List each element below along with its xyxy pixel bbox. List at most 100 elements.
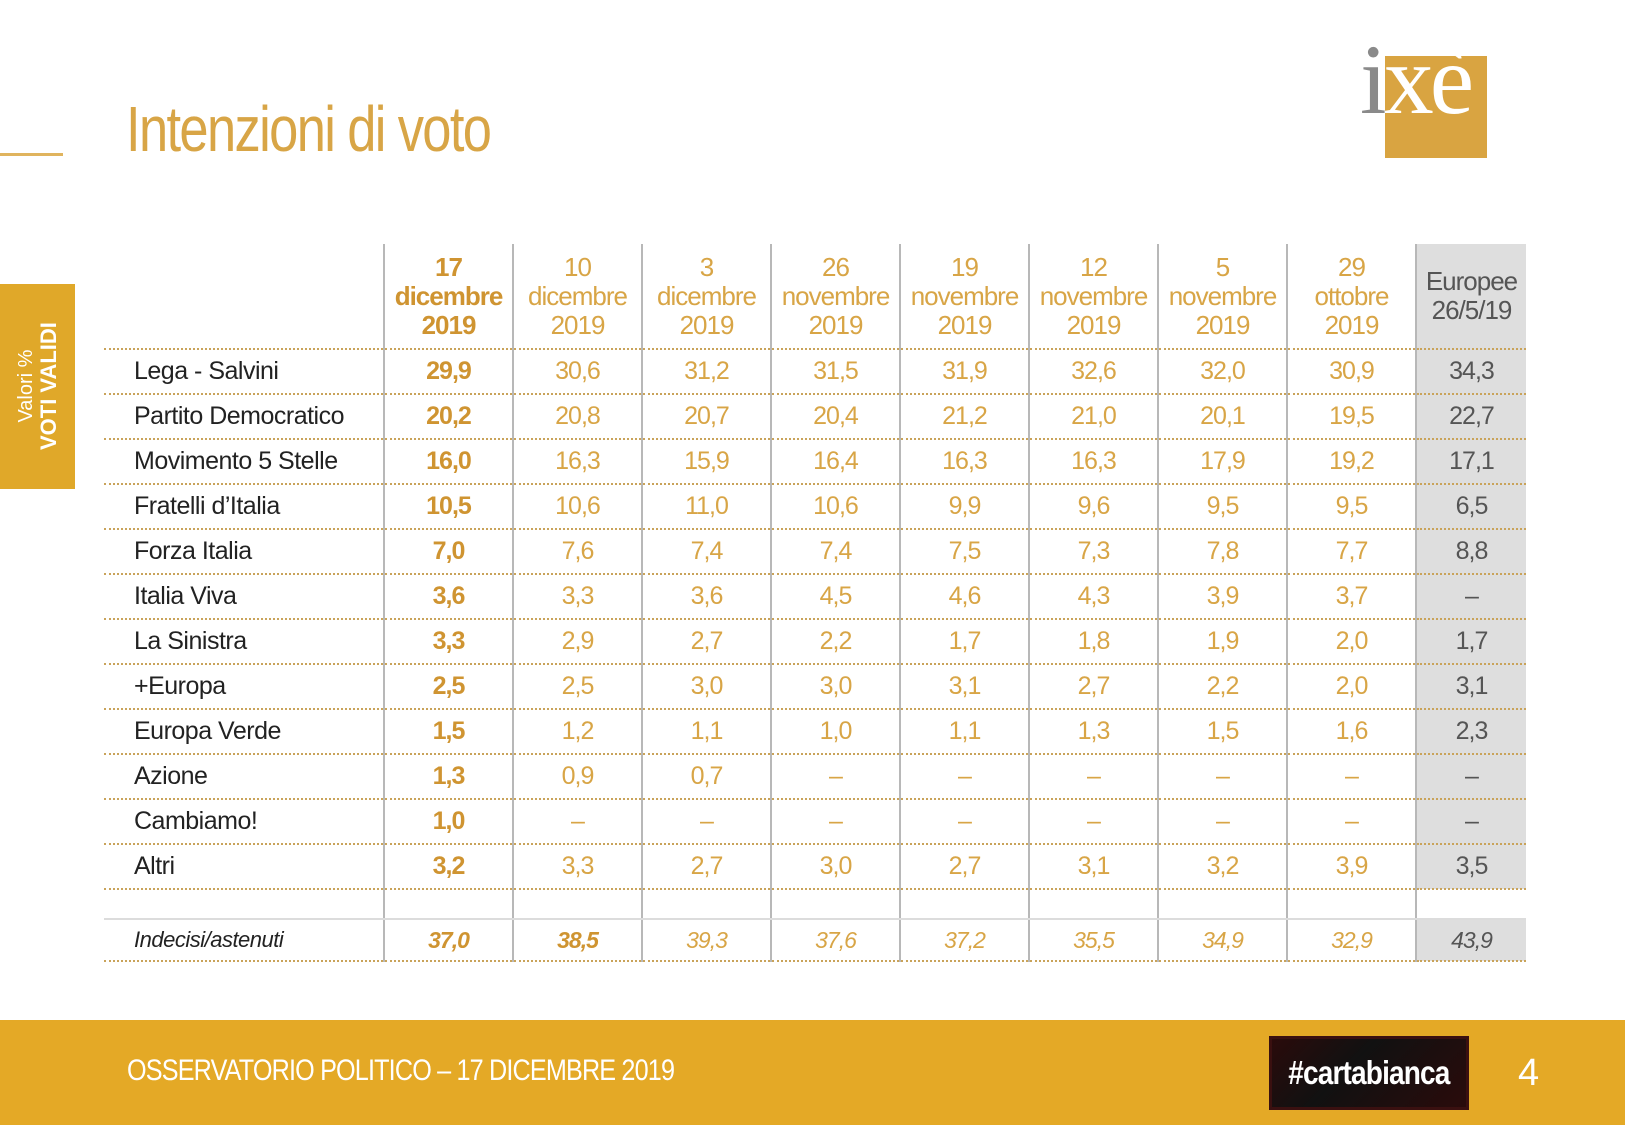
value-cell: 1,5 — [1157, 709, 1287, 755]
value-cell: 20,4 — [770, 394, 900, 440]
page-title: Intenzioni di voto — [126, 93, 492, 165]
value-cell: 7,4 — [770, 529, 900, 575]
value-cell: – — [1157, 799, 1287, 845]
table-row: Cambiamo! 1,0– – – – – – – – — [104, 799, 1526, 845]
table-row: La Sinistra 3,3 2,9 2,7 2,2 1,7 1,8 1,9 2,0 1,7 — [104, 619, 1526, 665]
column-header: 10 dicembre 2019 — [512, 244, 642, 350]
value-cell: 35,5 — [1028, 919, 1158, 962]
value-cell: 7,5 — [899, 529, 1029, 575]
value-cell: 31,9 — [899, 349, 1029, 395]
footer-bar: OSSERVATORIO POLITICO – 17 DICEMBRE 2019… — [0, 1020, 1625, 1125]
europee-value-cell: 8,8 — [1415, 529, 1526, 575]
value-cell: 37,2 — [899, 919, 1029, 962]
value-cell: 7,4 — [641, 529, 771, 575]
value-cell: 0,9 — [512, 754, 642, 800]
ixe-logo: ixè — [1360, 30, 1490, 160]
value-cell: 1,0 — [770, 709, 900, 755]
party-name: Azione — [104, 754, 384, 800]
value-cell: 7,3 — [1028, 529, 1158, 575]
value-cell: 1,1 — [641, 709, 771, 755]
party-name: Altri — [104, 844, 384, 890]
value-cell: 1,6 — [1286, 709, 1416, 755]
value-cell: 4,6 — [899, 574, 1029, 620]
value-cell: 15,9 — [641, 439, 771, 485]
undecided-row: Indecisi/astenuti 37,0 38,5 39,3 37,6 37,2 35,… — [104, 919, 1526, 962]
europee-value-cell: – — [1415, 799, 1526, 845]
europee-value-cell: – — [1415, 574, 1526, 620]
spacer-cell — [512, 889, 642, 920]
value-cell: 3,0 — [770, 844, 900, 890]
value-cell: 7,0 — [383, 529, 513, 575]
logo-text: ixè — [1360, 24, 1474, 135]
europee-value-cell: 34,3 — [1415, 349, 1526, 395]
value-cell: 19,5 — [1286, 394, 1416, 440]
value-cell: – — [899, 799, 1029, 845]
value-cell: 3,9 — [1157, 574, 1287, 620]
value-cell: 1,1 — [899, 709, 1029, 755]
value-cell: 9,6 — [1028, 484, 1158, 530]
column-header: 5 novembre 2019 — [1157, 244, 1287, 350]
table-row: Movimento 5 Stelle 16,0 16,3 15,9 16,4 16,3 16… — [104, 439, 1526, 485]
column-header: 3 dicembre 2019 — [641, 244, 771, 350]
europee-value-cell: 2,3 — [1415, 709, 1526, 755]
value-cell: 3,6 — [383, 574, 513, 620]
value-cell: 4,5 — [770, 574, 900, 620]
column-header: 26 novembre 2019 — [770, 244, 900, 350]
spacer-cell — [641, 889, 771, 920]
voting-intentions-table: 17 dicembre 2019 10 dicembre 2019 3 dicembre 2… — [104, 244, 1526, 962]
table-row: Forza Italia 7,0 7,6 7,4 7,4 7,5 7,3 7,8 7,7 8,8 — [104, 529, 1526, 575]
value-cell: 1,2 — [512, 709, 642, 755]
value-cell: 1,8 — [1028, 619, 1158, 665]
value-cell: 7,7 — [1286, 529, 1416, 575]
value-cell: 38,5 — [512, 919, 642, 962]
value-cell: 21,0 — [1028, 394, 1158, 440]
party-name: La Sinistra — [104, 619, 384, 665]
value-cell: 2,7 — [1028, 664, 1158, 710]
value-cell: 3,3 — [512, 574, 642, 620]
value-cell: 3,0 — [770, 664, 900, 710]
column-header-europee: Europee 26/5/19 — [1415, 244, 1526, 350]
value-cell: – — [1286, 799, 1416, 845]
europee-value-cell: 3,1 — [1415, 664, 1526, 710]
footer-text: OSSERVATORIO POLITICO – 17 DICEMBRE 2019 — [127, 1054, 675, 1087]
value-cell: 1,0 — [383, 799, 513, 845]
spacer-cell — [1415, 889, 1526, 920]
header-blank — [104, 244, 384, 350]
table-row: Lega - Salvini 29,9 30,6 31,2 31,5 31,9 32,6 32… — [104, 349, 1526, 395]
party-name: +Europa — [104, 664, 384, 710]
spacer-cell — [1286, 889, 1416, 920]
value-cell: 3,1 — [1028, 844, 1158, 890]
europee-value-cell: – — [1415, 754, 1526, 800]
value-cell: 31,5 — [770, 349, 900, 395]
value-cell: 1,7 — [899, 619, 1029, 665]
side-tab-line2: VOTI VALIDI — [35, 322, 61, 451]
party-name: Forza Italia — [104, 529, 384, 575]
value-cell: 20,8 — [512, 394, 642, 440]
value-cell: – — [770, 799, 900, 845]
party-name: Partito Democratico — [104, 394, 384, 440]
page-number: 4 — [1518, 1052, 1540, 1094]
value-cell: 2,0 — [1286, 664, 1416, 710]
value-cell: 16,0 — [383, 439, 513, 485]
table-row: +Europa 2,5 2,5 3,0 3,0 3,1 2,7 2,2 2,0 3,1 — [104, 664, 1526, 710]
value-cell: 34,9 — [1157, 919, 1287, 962]
spacer-cell — [383, 889, 513, 920]
value-cell: 3,6 — [641, 574, 771, 620]
value-cell: 9,5 — [1286, 484, 1416, 530]
header-row: 17 dicembre 2019 10 dicembre 2019 3 dicembre 2… — [104, 244, 1526, 350]
europee-value-cell: 1,7 — [1415, 619, 1526, 665]
side-tab-line1: Valori % — [14, 350, 37, 423]
value-cell: 2,7 — [641, 619, 771, 665]
value-cell: 3,3 — [383, 619, 513, 665]
spacer-cell — [770, 889, 900, 920]
value-cell: 3,9 — [1286, 844, 1416, 890]
spacer-row — [104, 889, 1526, 920]
value-cell: 1,5 — [383, 709, 513, 755]
spacer-cell — [104, 889, 384, 920]
value-cell: 2,5 — [512, 664, 642, 710]
value-cell: 2,2 — [1157, 664, 1287, 710]
party-name: Movimento 5 Stelle — [104, 439, 384, 485]
value-cell: – — [770, 754, 900, 800]
table-row: Azione 1,3 0,9 0,7– – – – – – — [104, 754, 1526, 800]
value-cell: 10,6 — [512, 484, 642, 530]
